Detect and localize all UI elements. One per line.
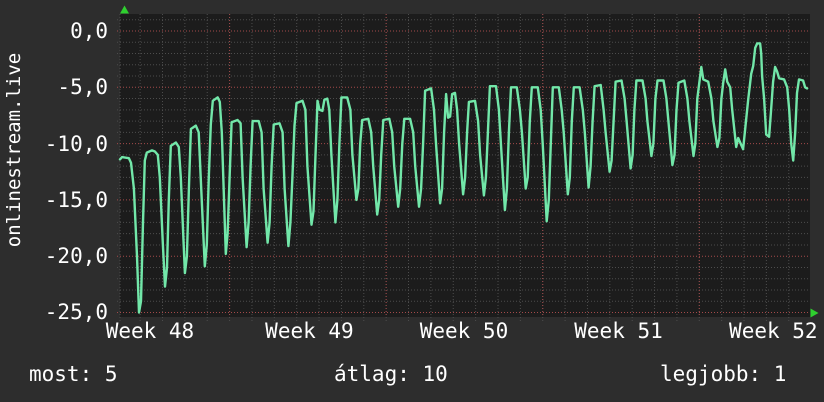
y-axis-label: -25,0 [44, 300, 108, 325]
y-axis-label: -20,0 [44, 244, 108, 269]
stat-current: most: 5 [29, 362, 118, 386]
x-axis-label: Week 51 [574, 319, 663, 343]
x-axis-label: Week 52 [729, 319, 818, 343]
data-series-line [118, 42, 809, 314]
y-axis-label: -15,0 [44, 187, 108, 212]
stat-average: átlag: 10 [334, 362, 448, 386]
y-axis-label: -5,0 [57, 75, 108, 100]
x-axis-arrow-icon [810, 308, 819, 318]
x-axis-label: Week 49 [265, 319, 354, 343]
stat-best: legjobb: 1 [660, 362, 787, 386]
y-axis-label: 0,0 [70, 19, 108, 43]
y-axis-label: -10,0 [44, 131, 108, 156]
chart-plot-area [117, 5, 819, 321]
x-axis-label: Week 50 [419, 319, 509, 343]
y-axis-arrow-icon [120, 5, 129, 14]
x-axis-label: Week 48 [105, 319, 195, 343]
